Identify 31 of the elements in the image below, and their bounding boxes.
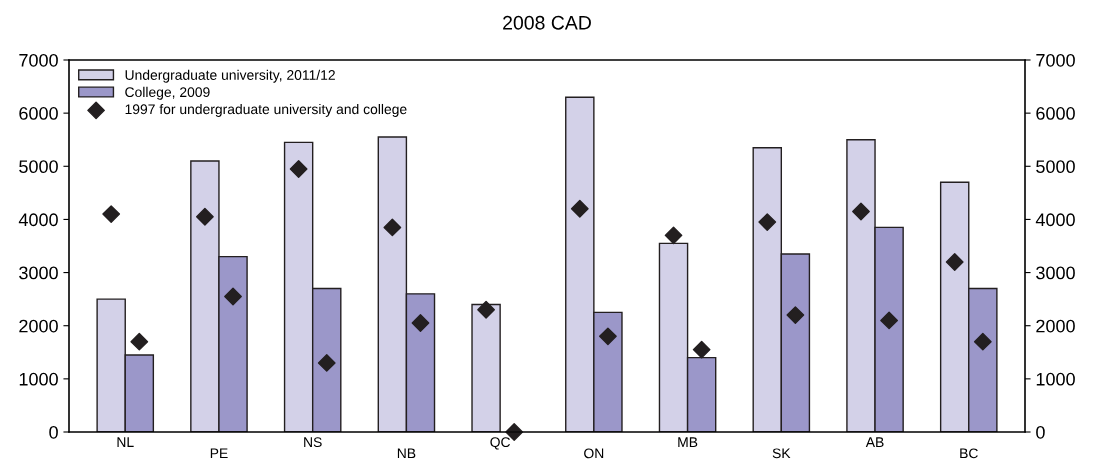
legend-label: Undergraduate university, 2011/12	[125, 69, 335, 83]
y-tick-label: 3000	[19, 266, 58, 280]
legend-label: College, 2009	[125, 86, 210, 100]
y2-tick-label: 0	[1036, 425, 1045, 439]
x-tick-label: NS	[304, 437, 322, 448]
y2-tick-label: 2000	[1036, 319, 1075, 333]
x-tick-label: MB	[678, 437, 698, 447]
y-tick-label: 2000	[19, 319, 58, 333]
y-tick-label: 6000	[19, 107, 58, 120]
y2-tick-label: 4000	[1035, 213, 1075, 227]
x-tick-label: AB	[865, 437, 884, 447]
y-tick-label: 7000	[19, 53, 58, 67]
y2-tick-label: 3000	[1036, 266, 1075, 280]
y-tick-label: 5000	[19, 160, 58, 174]
legend-label: 1997 for undergraduate university and college	[125, 103, 407, 117]
y2-tick-label: 6000	[1036, 107, 1075, 120]
x-tick-label: BC	[960, 448, 978, 459]
chart-title: 2008 CAD	[503, 15, 591, 30]
y2-tick-label: 1000	[1036, 372, 1075, 386]
y-tick-label: 1000	[19, 372, 58, 386]
x-tick-label: PE	[210, 448, 228, 459]
y2-tick-label: 5000	[1036, 160, 1075, 174]
x-tick-label: QC	[490, 437, 511, 450]
x-tick-label: NB	[397, 448, 416, 459]
bar	[471, 303, 501, 432]
y-tick-label: 4000	[18, 213, 58, 227]
y-tick-label: 0	[49, 425, 58, 439]
y2-tick-label: 7000	[1036, 53, 1075, 67]
x-tick-label: NL	[117, 437, 134, 447]
x-tick-label: ON	[584, 448, 604, 459]
x-tick-label: SK	[772, 448, 791, 459]
